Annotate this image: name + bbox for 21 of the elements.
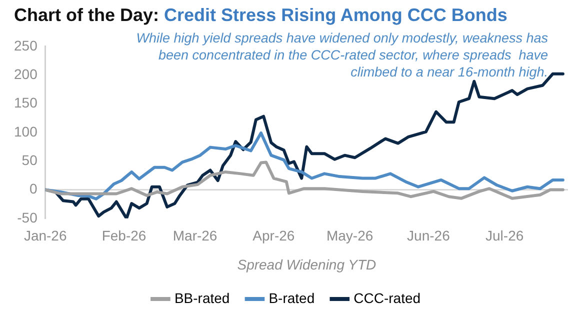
y-tick-label: 50 — [22, 152, 38, 168]
chart-title: Chart of the Day: — [14, 5, 160, 25]
legend-label: CCC-rated — [354, 290, 421, 306]
x-tick-label: Apr-26 — [252, 228, 295, 244]
y-tick-label: 0 — [30, 180, 38, 197]
y-tick-label: 250 — [14, 37, 38, 54]
y-tick-label: 100 — [14, 123, 38, 140]
x-tick-label: Jan-26 — [24, 228, 67, 244]
chart-subtitle: Credit Stress Rising Among CCC Bonds — [164, 5, 508, 25]
annotation: While high yield spreads have widened only modestly, weakness has been concentrated in the CCC-rated sector, where spreads have climbed to a near 16-month high. — [136, 30, 548, 80]
x-tick-label: Jul-26 — [486, 228, 524, 244]
y-tick-label: 200 — [14, 66, 38, 82]
x-tick-label: May-26 — [326, 228, 374, 244]
x-tick-label: Jun-26 — [407, 228, 450, 244]
x-tick-label: Mar-26 — [172, 228, 218, 244]
legend-label: BB-rated — [174, 290, 230, 306]
y-tick-label: 150 — [14, 94, 38, 111]
y-tick-label: -50 — [17, 209, 38, 226]
x-axis-title: Spread Widening YTD — [237, 256, 376, 272]
x-tick-label: Feb-26 — [102, 228, 146, 244]
legend-label: B-rated — [268, 290, 315, 306]
